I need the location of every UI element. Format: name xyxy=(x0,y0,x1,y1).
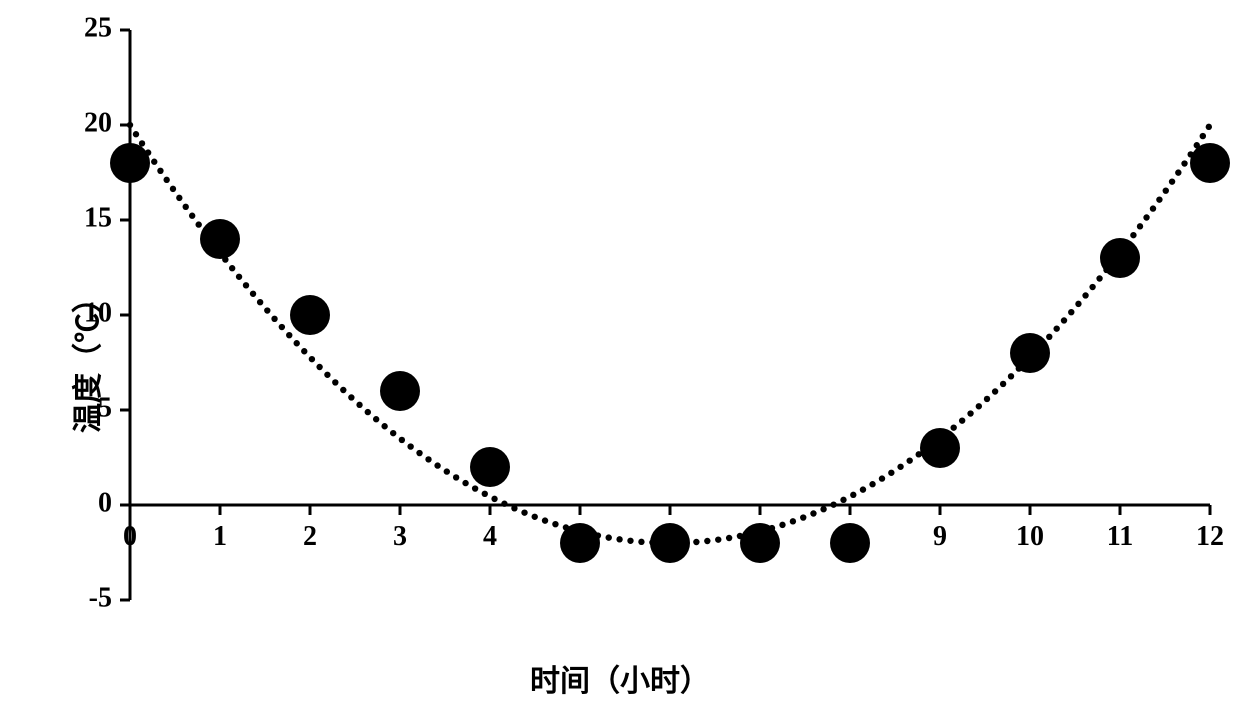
y-tick-label: 20 xyxy=(84,107,112,138)
x-axis-label: 时间（小时） xyxy=(530,656,710,700)
x-tick-label: 1 xyxy=(213,521,227,552)
data-point xyxy=(830,523,870,563)
x-tick-label: 11 xyxy=(1107,521,1133,552)
data-point xyxy=(110,143,150,183)
data-point xyxy=(650,523,690,563)
data-point xyxy=(740,523,780,563)
y-tick-label: 25 xyxy=(84,12,112,43)
data-point xyxy=(560,523,600,563)
x-tick-label: 9 xyxy=(933,521,947,552)
x-tick-label: 4 xyxy=(483,521,497,552)
data-point xyxy=(380,371,420,411)
chart-container: -505101520250123456789101112 温度（℃） 时间（小时… xyxy=(0,0,1240,715)
data-point xyxy=(470,447,510,487)
data-point xyxy=(920,428,960,468)
data-point xyxy=(1190,143,1230,183)
y-tick-label: 0 xyxy=(98,487,112,518)
x-tick-label: 3 xyxy=(393,521,407,552)
scatter-chart: -505101520250123456789101112 xyxy=(0,0,1240,715)
data-point xyxy=(290,295,330,335)
x-tick-label: 12 xyxy=(1196,521,1224,552)
x-tick-label: 2 xyxy=(303,521,317,552)
y-tick-label: 15 xyxy=(84,202,112,233)
y-axis-label: 温度（℃） xyxy=(63,283,107,433)
data-point xyxy=(1010,333,1050,373)
data-point xyxy=(200,219,240,259)
x-tick-label: 0 xyxy=(123,521,137,552)
data-point xyxy=(1100,238,1140,278)
x-tick-label: 10 xyxy=(1016,521,1044,552)
y-tick-label: -5 xyxy=(89,582,112,613)
